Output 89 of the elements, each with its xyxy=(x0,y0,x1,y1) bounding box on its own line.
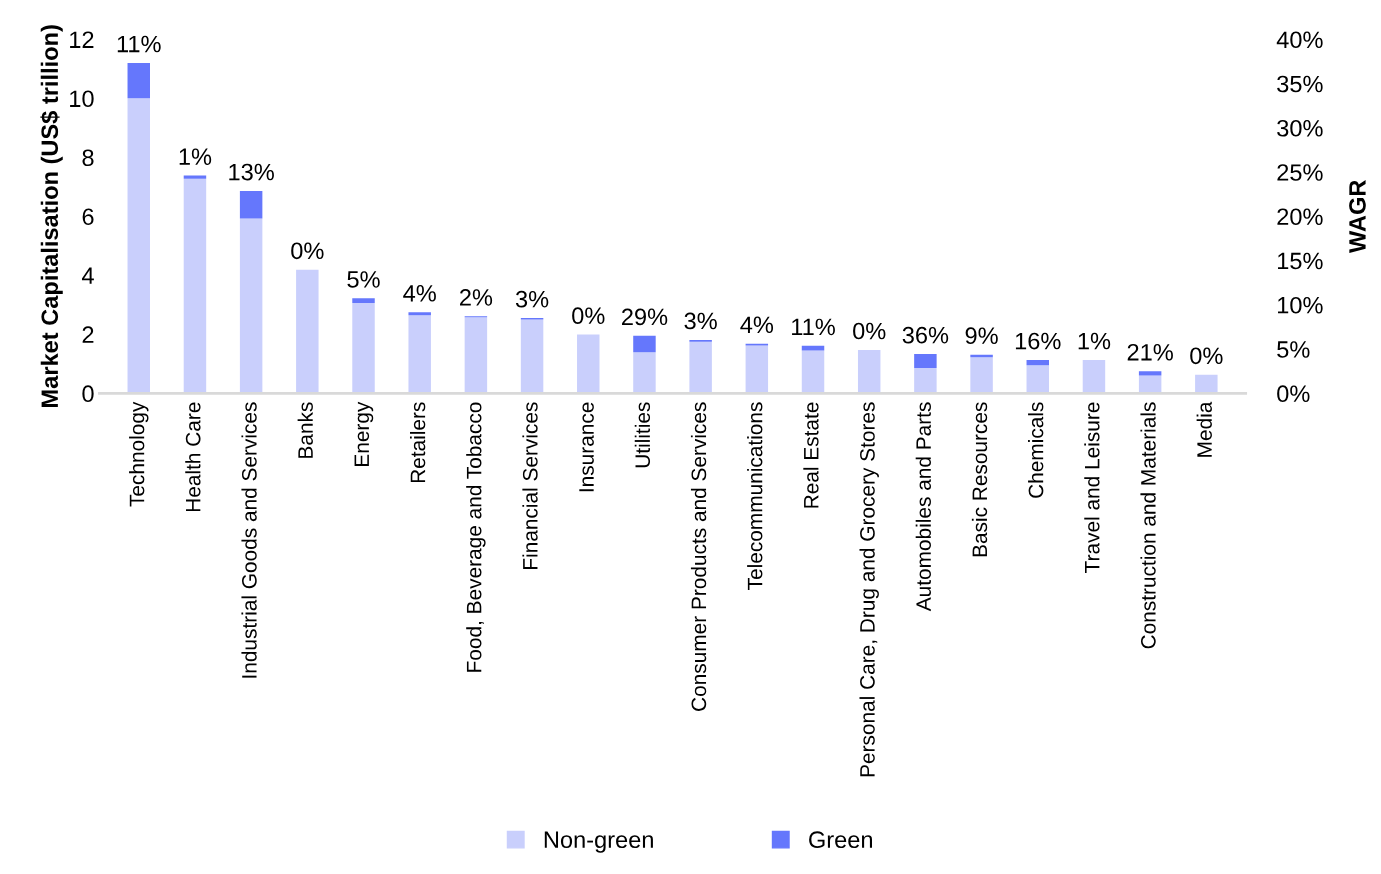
y2-tick-label: 30% xyxy=(1277,119,1323,137)
annotation: 4% xyxy=(740,316,774,334)
bar xyxy=(970,357,993,394)
y-tick-label: 6 xyxy=(82,208,94,226)
x-tick-label: Banks xyxy=(297,402,313,458)
annotation: 16% xyxy=(1015,332,1061,350)
bar xyxy=(352,298,375,304)
annotation: 3% xyxy=(515,290,549,308)
bar xyxy=(352,303,375,394)
y2-tick-label: 20% xyxy=(1277,208,1323,226)
bar xyxy=(296,269,319,394)
annotation: 11% xyxy=(792,318,835,336)
bar xyxy=(633,335,656,353)
y2-tick-label: 35% xyxy=(1277,75,1323,93)
bar xyxy=(408,315,431,394)
x-tick-label: Utilities xyxy=(634,402,651,468)
x-tick-label: Health Care xyxy=(185,402,201,512)
bar xyxy=(520,319,544,394)
bar xyxy=(633,352,656,394)
x-tick-label: Construction and Materials xyxy=(1140,402,1156,649)
annotation: 13% xyxy=(229,163,274,181)
y-tick-label: 8 xyxy=(82,149,94,167)
annotation: 21% xyxy=(1127,343,1173,361)
bar xyxy=(127,98,150,394)
bar xyxy=(1138,371,1162,376)
y-axis-title: Market Capitalisation (US$ trillion) xyxy=(40,25,63,407)
bar xyxy=(857,349,881,394)
annotation: 9% xyxy=(965,327,998,345)
annotation: 0% xyxy=(291,242,324,260)
x-tick-label: Telecommunications xyxy=(747,402,763,590)
bar xyxy=(1026,359,1049,366)
x-tick-label: Real Estate xyxy=(803,402,819,508)
bar xyxy=(464,317,488,394)
x-tick-label: Insurance xyxy=(579,402,594,492)
y-tick-label: 10 xyxy=(70,90,94,108)
x-tick-label: Technology xyxy=(129,401,149,507)
annotation: 1% xyxy=(1078,332,1111,350)
y2-tick-label: 5% xyxy=(1277,341,1310,358)
annotation: 0% xyxy=(853,322,886,340)
legend-label: Non-green xyxy=(544,831,653,853)
annotation: 4% xyxy=(403,285,436,302)
y-tick-label: 4 xyxy=(81,267,94,284)
bar xyxy=(408,312,431,316)
bar xyxy=(577,334,600,394)
bar xyxy=(914,367,937,394)
bar xyxy=(801,345,825,351)
bar xyxy=(745,345,769,394)
y2-tick-label: 10% xyxy=(1278,296,1323,314)
annotation: 11% xyxy=(117,35,161,53)
x-tick-label: Travel and Leisure xyxy=(1084,402,1100,573)
y2-tick-label: 25% xyxy=(1277,164,1323,181)
legend-label: Green xyxy=(809,831,872,849)
y-tick-label: 0 xyxy=(82,385,94,403)
y2-axis-title: WAGR xyxy=(1349,180,1366,254)
y-tick-label: 12 xyxy=(70,31,94,48)
annotation: 36% xyxy=(902,326,949,344)
annotation: 0% xyxy=(1190,347,1223,365)
bar xyxy=(239,190,263,219)
y2-tick-label: 15% xyxy=(1278,252,1323,270)
bar xyxy=(801,350,825,394)
x-tick-label: Financial Services xyxy=(522,402,538,569)
x-tick-label: Food, Beverage and Tobacco xyxy=(466,402,486,672)
annotation: 0% xyxy=(572,307,605,325)
y2-tick-label: 40% xyxy=(1276,31,1323,49)
y-tick-label: 2 xyxy=(82,326,94,343)
annotation: 29% xyxy=(622,308,668,326)
bar xyxy=(239,218,263,394)
bar xyxy=(689,341,712,394)
x-tick-label: Retailers xyxy=(409,402,426,483)
x-tick-label: Energy xyxy=(354,401,374,466)
x-tick-label: Consumer Products and Services xyxy=(690,402,707,711)
x-tick-label: Industrial Goods and Services xyxy=(241,402,257,678)
bar xyxy=(1026,365,1049,394)
bar xyxy=(914,354,937,368)
annotation: 2% xyxy=(460,289,493,306)
x-tick-label: Basic Resources xyxy=(971,402,988,557)
bar xyxy=(127,62,150,99)
y2-tick-label: 0% xyxy=(1277,385,1310,403)
x-tick-label: Media xyxy=(1196,401,1212,457)
annotation: 3% xyxy=(684,312,717,330)
annotation: 5% xyxy=(347,271,380,288)
bar xyxy=(1195,374,1218,394)
bar xyxy=(183,178,207,394)
bar xyxy=(1082,359,1106,394)
bar xyxy=(183,175,207,179)
x-tick-label: Personal Care, Drug and Grocery Stores xyxy=(859,402,879,777)
annotation: 1% xyxy=(179,148,212,165)
x-tick-label: Chemicals xyxy=(1028,402,1044,498)
x-tick-label: Automobiles and Parts xyxy=(915,402,931,612)
